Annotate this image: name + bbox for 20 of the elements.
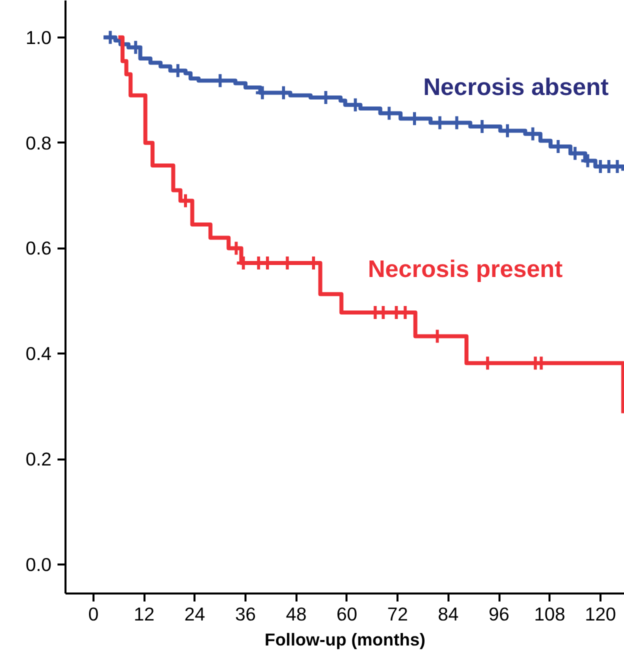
x-tick-label: 72 — [387, 604, 408, 624]
y-tick-label: 1.0 — [26, 26, 52, 48]
x-tick-label: 60 — [336, 604, 358, 624]
x-axis-title: Follow-up (months) — [264, 630, 426, 650]
y-tick-label: 0.4 — [26, 343, 52, 364]
y-tick-label: 0.0 — [26, 554, 52, 576]
x-tick-label: 36 — [235, 604, 256, 624]
series-label: Necrosis present — [368, 256, 563, 283]
x-tick-label: 96 — [488, 604, 510, 624]
x-tick-label: 24 — [184, 604, 206, 624]
x-tick-label: 120 — [584, 604, 616, 624]
x-tick-label: 48 — [286, 604, 307, 624]
y-tick-label: 0.8 — [26, 132, 52, 154]
x-tick-label: 12 — [134, 604, 154, 624]
x-tick-label: 0 — [88, 604, 99, 624]
y-tick-label: 0.6 — [26, 238, 52, 259]
x-tick-label: 84 — [438, 604, 459, 624]
y-tick-label: 0.2 — [26, 448, 52, 470]
series-label: Necrosis absent — [423, 74, 609, 101]
x-tick-label: 108 — [534, 604, 566, 624]
